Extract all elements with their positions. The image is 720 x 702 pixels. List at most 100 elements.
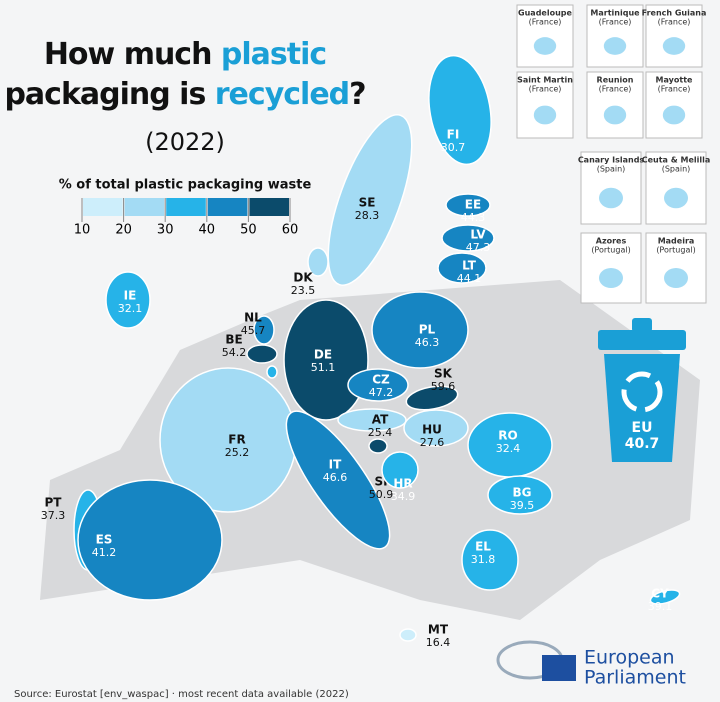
country-code: LV — [470, 228, 486, 242]
eu-bin: EU 40.7 — [598, 318, 686, 462]
country-shape — [403, 409, 469, 447]
inset-country: (Spain) — [662, 165, 691, 174]
inset-name: Canary Islands — [578, 156, 645, 165]
country-value: 47.2 — [369, 386, 394, 399]
legend-tick-label: 50 — [240, 223, 257, 238]
legend-tick-label: 40 — [199, 223, 216, 238]
inset-name: Ceuta & Melilla — [642, 156, 711, 165]
inset-box — [586, 4, 644, 68]
country-shape — [77, 479, 223, 601]
legend: 10 20 30 40 50 60 — [74, 198, 299, 238]
legend-tick-label: 10 — [74, 223, 91, 238]
eu-value: 40.7 — [625, 436, 660, 452]
country-code: PT — [45, 496, 63, 510]
inset-box — [516, 71, 574, 139]
bin-handle — [632, 318, 652, 332]
legend-tick-label: 20 — [115, 223, 132, 238]
inset-shape — [533, 105, 557, 125]
inset-country: (France) — [599, 85, 632, 94]
bin-lid — [598, 330, 686, 350]
country-code: SE — [359, 196, 376, 210]
country-shape — [368, 438, 388, 454]
country-code: BE — [225, 333, 242, 347]
title-line-1: How much plastic — [44, 37, 326, 72]
title-part: plastic — [221, 37, 326, 72]
country-value: 59.6 — [431, 380, 456, 393]
country-code: PL — [419, 323, 436, 337]
country-shape — [246, 344, 278, 364]
inset-box — [645, 71, 703, 139]
title-part: recycled — [215, 77, 349, 112]
inset-country: (France) — [658, 85, 691, 94]
country-shape — [253, 315, 275, 345]
inset-country: (Portugal) — [656, 246, 695, 255]
legend-tick-label: 60 — [282, 223, 299, 238]
country-value: 51.1 — [311, 361, 336, 374]
countries: FI30.7SE28.3EE44.3LV47.3LT44.1DK23.5IE32… — [41, 54, 681, 649]
subtitle: (2022) — [145, 128, 225, 156]
country-code: FI — [447, 128, 460, 142]
inset-country: (France) — [599, 18, 632, 27]
country-code: NL — [244, 311, 262, 325]
logo: European Parliament — [496, 640, 686, 689]
logo-flag — [542, 655, 576, 681]
country-code: FR — [228, 433, 245, 447]
country-shape — [445, 193, 491, 217]
country-code: SK — [434, 367, 453, 381]
inset-country: (Portugal) — [591, 246, 630, 255]
country-shape — [371, 291, 469, 369]
legend-title: % of total plastic packaging waste — [59, 178, 312, 193]
country-value: 39.1 — [648, 600, 673, 613]
country-value: 30.7 — [441, 141, 466, 154]
country-code: LT — [462, 259, 477, 273]
inset-box — [516, 4, 574, 68]
country-code: RO — [498, 429, 517, 443]
country-value: 47.3 — [466, 241, 491, 254]
inset-name: Mayotte — [656, 76, 693, 85]
inset-name: Martinique — [590, 9, 640, 18]
country-code: HU — [422, 423, 442, 437]
legend-swatch — [124, 198, 165, 216]
country-code: AT — [372, 413, 389, 427]
recycle-icon — [621, 371, 663, 413]
country-shape — [327, 114, 413, 286]
inset-shape — [664, 187, 688, 209]
insets: Guadeloupe(France)Martinique(France)Fren… — [516, 4, 711, 304]
inset-name: French Guiana — [642, 9, 707, 18]
country-value: 45.7 — [241, 324, 266, 337]
title-part: packaging is — [4, 77, 205, 112]
country-shape — [428, 54, 492, 166]
country-value: 44.3 — [461, 211, 486, 224]
country-code: EE — [465, 198, 481, 212]
country-value: 27.6 — [420, 436, 445, 449]
inset-shape — [662, 105, 686, 125]
country-shape — [266, 365, 278, 379]
country-shape — [307, 247, 329, 277]
inset-shape — [599, 187, 623, 209]
inset-box — [645, 4, 703, 68]
inset-country: (France) — [529, 85, 562, 94]
country-code: DE — [314, 348, 332, 362]
inset-shape — [603, 37, 627, 55]
title-part: ? — [349, 77, 365, 112]
country-code: CZ — [372, 373, 390, 387]
country-value: 46.6 — [323, 471, 348, 484]
country-code: CY — [651, 587, 669, 601]
inset-country: (France) — [658, 18, 691, 27]
country-value: 28.3 — [355, 209, 380, 222]
inset-shape — [603, 105, 627, 125]
country-code: MT — [428, 623, 449, 637]
country-shape — [487, 475, 553, 515]
eu-code: EU — [632, 420, 653, 436]
inset-name: Madeira — [658, 237, 695, 246]
country-shape — [283, 299, 369, 421]
country-shape — [381, 451, 419, 489]
country-code: HR — [393, 477, 412, 491]
country-value: 41.2 — [92, 546, 117, 559]
country-code: IE — [124, 289, 137, 303]
inset-shape — [662, 37, 686, 55]
country-value: 34.9 — [391, 490, 416, 503]
country-value: 25.4 — [368, 426, 393, 439]
country-value: 39.5 — [510, 499, 535, 512]
